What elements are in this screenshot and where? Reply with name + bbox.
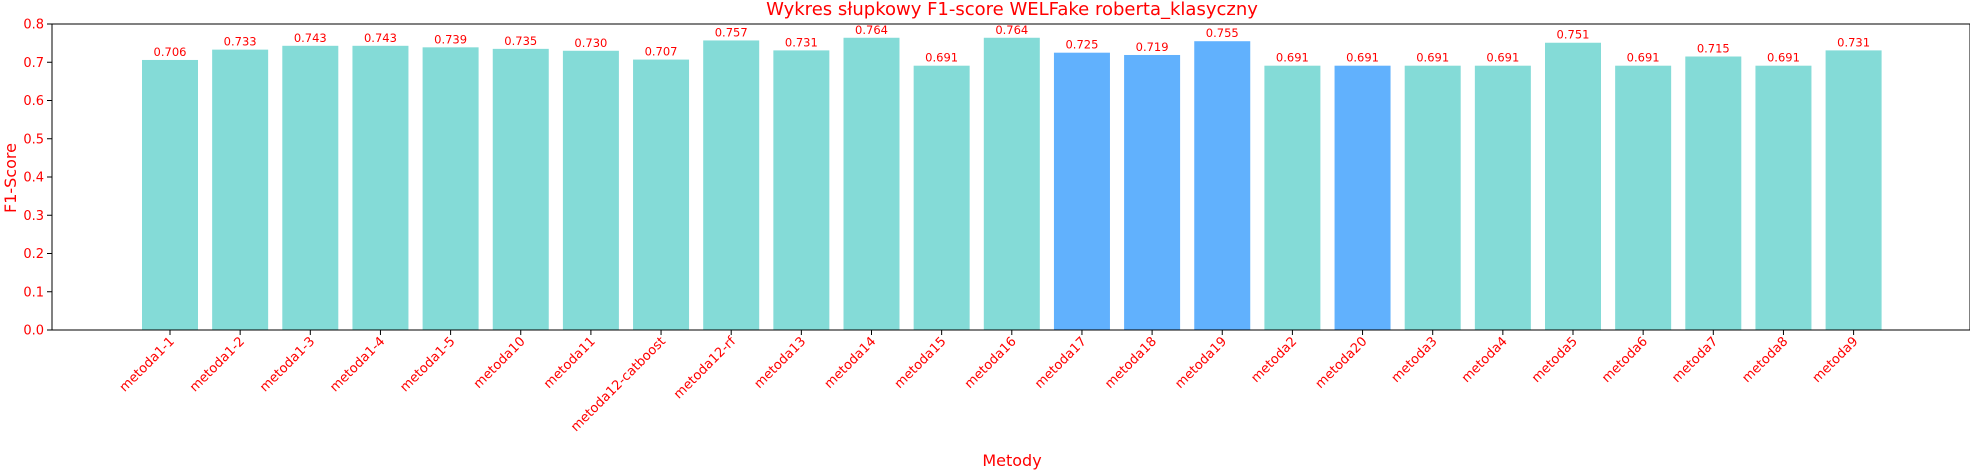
bar-metoda18 [1124,54,1181,331]
data-label-metoda12-rf: 0.757 [715,25,748,39]
x-tick-label-metoda16: metoda16 [962,334,1020,392]
y-ticks-group: 0.0 0.1 0.2 0.3 0.4 0.5 0.6 0.7 0.8 [23,18,52,339]
data-label-metoda18: 0.719 [1136,40,1169,54]
y-tick-label: 0.5 [23,132,44,147]
bar-metoda3 [1404,65,1461,330]
bar-metoda6 [1615,65,1672,330]
bar-metoda11 [562,50,619,331]
x-tick-label-metoda18: metoda18 [1102,334,1160,392]
x-tick-label-metoda20: metoda20 [1313,334,1371,392]
bar-metoda16 [983,37,1040,331]
data-label-metoda1-5: 0.739 [434,32,467,46]
bar-metoda2 [1264,65,1321,330]
bar-metoda15 [913,65,970,330]
x-tick-label-metoda1-1: metoda1-1 [117,334,178,395]
data-labels-group: 0.706 0.733 0.743 0.743 0.739 0.735 0.730 0.707… [154,23,1871,65]
y-axis-label: F1-Score [1,143,20,213]
data-label-metoda4: 0.691 [1486,51,1519,65]
bar-metoda1-4 [352,45,409,331]
chart-title: Wykres słupkowy F1-score WELFake roberta… [766,0,1258,20]
x-ticks-group: metoda1-1 metoda1-2 metoda1-3 metoda1-4 meto… [117,330,1862,435]
x-tick-label-metoda1-3: metoda1-3 [257,334,318,395]
bar-metoda1-1 [142,59,198,330]
x-tick-label-metoda3: metoda3 [1389,334,1441,386]
x-tick-label-metoda8: metoda8 [1740,334,1792,386]
data-label-metoda5: 0.751 [1557,28,1590,42]
bar-metoda19 [1194,41,1251,331]
y-tick-label: 0.4 [23,171,44,186]
plot-area: 0.706 0.733 0.743 0.743 0.739 0.735 0.730 0.707… [23,18,1970,435]
bar-metoda9 [1825,50,1882,330]
data-label-metoda10: 0.735 [504,34,537,48]
data-label-metoda20: 0.691 [1346,51,1379,65]
x-tick-label-metoda2: metoda2 [1248,334,1300,386]
data-label-metoda7: 0.715 [1697,42,1730,56]
y-tick-label: 0.1 [23,285,44,300]
bar-metoda12-rf [703,40,760,330]
data-label-metoda14: 0.764 [855,23,888,37]
data-label-metoda1-4: 0.743 [364,31,397,45]
bar-metoda13 [773,50,830,330]
data-label-metoda3: 0.691 [1416,51,1449,65]
bar-metoda1-2 [212,49,269,330]
data-label-metoda11: 0.730 [574,36,607,50]
data-label-metoda16: 0.764 [995,23,1028,37]
x-tick-label-metoda14: metoda14 [822,334,880,392]
x-tick-label-metoda17: metoda17 [1032,334,1090,392]
data-label-metoda1-3: 0.743 [294,31,327,45]
data-label-metoda1-1: 0.706 [154,45,187,59]
y-tick-label: 0.8 [23,18,44,33]
y-tick-label: 0.0 [23,324,44,339]
y-tick-label: 0.3 [23,209,44,224]
bar-metoda17 [1053,52,1110,330]
x-tick-label-metoda19: metoda19 [1172,334,1230,392]
x-tick-label-metoda5: metoda5 [1529,334,1581,386]
x-tick-label-metoda15: metoda15 [892,334,950,392]
x-tick-label-metoda1-4: metoda1-4 [327,334,388,395]
bar-metoda7 [1685,56,1742,330]
bar-metoda5 [1545,42,1601,331]
bar-metoda4 [1474,65,1531,330]
y-tick-label: 0.7 [23,56,44,71]
data-label-metoda13: 0.731 [785,35,818,49]
x-tick-label-metoda6: metoda6 [1599,334,1651,386]
data-label-metoda17: 0.725 [1065,38,1098,52]
bar-metoda10 [492,48,549,331]
bar-metoda1-3 [282,45,339,331]
x-tick-label-metoda13: metoda13 [752,334,810,392]
y-tick-label: 0.6 [23,94,44,109]
x-tick-label-metoda1-2: metoda1-2 [187,334,248,395]
x-tick-label-metoda4: metoda4 [1459,334,1511,386]
bar-metoda14 [843,37,900,331]
x-tick-label-metoda7: metoda7 [1669,334,1721,386]
x-tick-label-metoda10: metoda10 [471,334,529,392]
bar-metoda8 [1755,65,1812,330]
data-label-metoda1-2: 0.733 [224,35,257,49]
data-label-metoda6: 0.691 [1627,51,1660,65]
data-label-metoda8: 0.691 [1767,51,1800,65]
data-label-metoda19: 0.755 [1206,26,1239,40]
bar-metoda12-catboost [633,59,690,330]
bars-group [142,37,1882,331]
x-tick-label-metoda12-rf: metoda12-rf [671,334,739,402]
data-label-metoda12-catboost: 0.707 [645,45,678,59]
y-tick-label: 0.2 [23,247,44,262]
x-tick-label-metoda11: metoda11 [541,334,599,392]
x-axis-label: Metody [982,451,1041,470]
bar-metoda20 [1334,65,1391,330]
data-label-metoda15: 0.691 [925,51,958,65]
x-tick-label-metoda1-5: metoda1-5 [397,334,458,395]
data-label-metoda9: 0.731 [1837,35,1870,49]
data-label-metoda2: 0.691 [1276,51,1309,65]
bar-metoda1-5 [422,47,479,331]
x-tick-label-metoda9: metoda9 [1810,334,1862,386]
